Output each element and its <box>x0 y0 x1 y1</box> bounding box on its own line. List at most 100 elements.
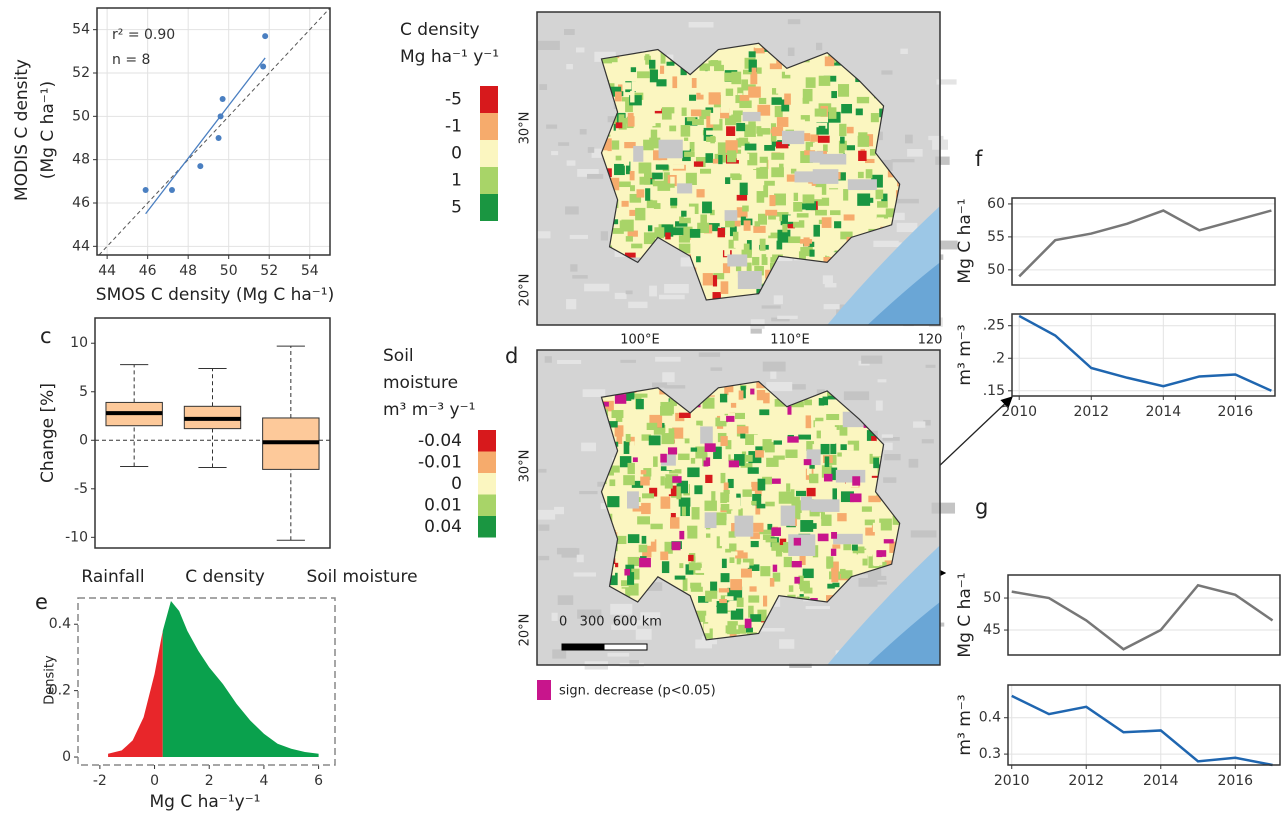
legend-swatch <box>478 516 496 538</box>
cell <box>844 214 855 220</box>
x-tick-label: 46 <box>139 263 157 279</box>
cell <box>689 563 701 571</box>
cell <box>686 173 697 185</box>
cell <box>778 463 783 468</box>
cell <box>710 582 717 593</box>
cell <box>719 599 727 603</box>
cell <box>620 220 629 229</box>
relief <box>580 129 587 135</box>
cell <box>705 153 713 163</box>
cell <box>766 538 777 542</box>
nodata <box>677 183 692 193</box>
x-tick-label: 54 <box>301 263 319 279</box>
cell <box>809 250 814 257</box>
cell <box>771 153 784 160</box>
cell <box>790 471 798 481</box>
nodata <box>725 210 738 221</box>
cell <box>624 154 630 165</box>
relief <box>928 136 943 140</box>
x-tick-label: 2016 <box>1217 773 1253 789</box>
cell <box>763 596 767 607</box>
line <box>1019 211 1271 277</box>
highlight-swatch <box>537 680 551 700</box>
relief <box>558 595 574 605</box>
legend-title: moisture <box>383 373 458 393</box>
relief <box>861 356 882 364</box>
relief <box>564 29 575 35</box>
panel-label: d <box>505 344 518 368</box>
relief <box>538 469 546 473</box>
panel-label: f <box>975 147 983 171</box>
relief <box>554 507 564 514</box>
cell <box>816 245 822 255</box>
relief <box>884 443 893 451</box>
cell <box>788 236 800 243</box>
nodata <box>627 491 639 508</box>
x-tick-label: 2014 <box>1145 404 1181 420</box>
cell <box>809 474 818 483</box>
cell <box>710 136 715 143</box>
cell <box>731 403 736 408</box>
cell <box>628 463 635 474</box>
cell <box>826 414 839 420</box>
cell <box>694 161 703 166</box>
cell <box>858 172 864 178</box>
cell <box>825 456 830 467</box>
cell <box>665 232 670 239</box>
point <box>260 64 266 70</box>
cell <box>732 174 742 180</box>
relief <box>584 284 609 292</box>
relief <box>557 548 576 554</box>
cell <box>639 163 652 174</box>
legend-swatch <box>480 140 498 167</box>
cell <box>649 435 661 445</box>
y-axis-title: m³ m⁻³ <box>955 694 975 755</box>
cell <box>628 116 635 126</box>
relief <box>699 352 720 357</box>
cell <box>745 144 757 151</box>
nodata <box>788 534 815 556</box>
point <box>220 96 226 102</box>
nodata <box>727 254 747 266</box>
relief <box>878 379 887 382</box>
cell <box>642 536 647 544</box>
cell <box>643 117 656 126</box>
cell <box>826 556 833 567</box>
relief <box>552 649 566 658</box>
y-tick-label: 54 <box>72 22 90 38</box>
relief <box>913 421 925 427</box>
cell <box>832 488 837 500</box>
x-tick-label: 52 <box>260 263 278 279</box>
cell <box>741 562 750 567</box>
highlight-cell <box>884 539 894 543</box>
highlight-cell <box>818 534 829 542</box>
cell <box>837 452 842 456</box>
cell <box>774 194 786 206</box>
relief <box>774 295 783 304</box>
cell <box>751 501 756 505</box>
cell <box>857 97 869 103</box>
nodata <box>700 426 713 443</box>
cell <box>719 588 729 592</box>
cell <box>679 235 690 242</box>
cell <box>719 201 729 209</box>
point <box>143 187 149 193</box>
relief <box>574 572 596 576</box>
cell <box>721 281 729 294</box>
cell <box>639 545 648 553</box>
line <box>1019 316 1271 391</box>
y-tick-label: 0 <box>79 432 88 448</box>
point <box>218 113 224 119</box>
cell <box>615 551 626 563</box>
relief <box>565 206 579 214</box>
relief <box>879 242 902 246</box>
nodata <box>743 112 761 121</box>
y-tick-label: 0.4 <box>979 710 1001 726</box>
cell <box>821 515 831 526</box>
highlight-cell <box>750 389 754 395</box>
relief <box>824 304 840 309</box>
highlight-cell <box>706 457 710 466</box>
y-tick-label: 46 <box>72 195 90 211</box>
cell <box>857 193 870 205</box>
cell <box>735 95 740 103</box>
